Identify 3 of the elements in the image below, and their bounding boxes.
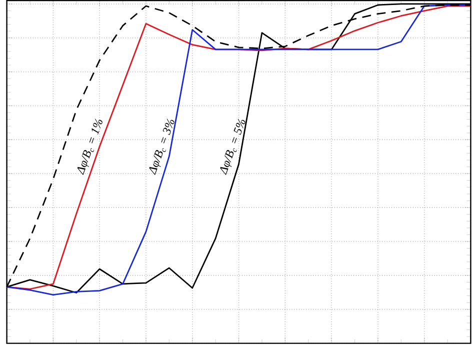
text: Δφ/B$_{c}$ = 1% (77, 118, 102, 175)
text: Δφ/B$_{c}$ = 3% (149, 118, 174, 175)
text: Δφ/B$_{c}$ = 5% (220, 118, 246, 175)
